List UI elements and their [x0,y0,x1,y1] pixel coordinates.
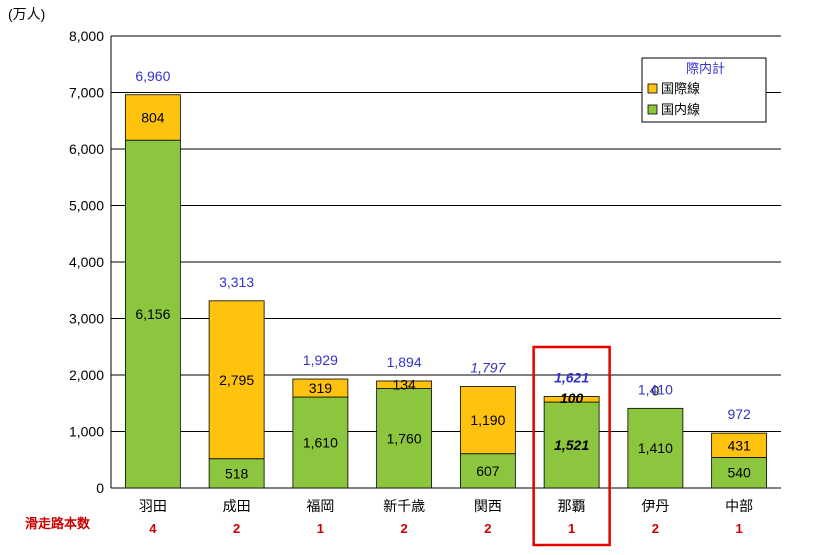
legend: 際内計 国際線 国内線 [641,57,767,123]
x-category-label: 新千歳 [383,498,425,514]
x-category-label: 関西 [474,498,502,514]
y-unit-label: (万人) [8,6,45,22]
y-tick-label: 1,000 [69,424,104,440]
legend-frame [641,57,767,123]
label-total-0: 6,960 [135,68,170,84]
x-axis-categories: 羽田 成田 福岡 新千歳 関西 那覇 伊丹 中部 [139,498,753,514]
y-tick-label: 7,000 [69,85,104,101]
label-domestic-6: 1,410 [638,440,673,456]
label-total-5: 1,621 [554,369,589,385]
label-international-6: 0 [651,382,659,398]
legend-label-international: 国際線 [661,81,700,96]
runway-count: 1 [317,521,324,536]
bar-international-1 [208,300,265,460]
x-category-label: 那覇 [558,498,586,514]
label-international-2: 319 [309,380,333,396]
bar-domestic-4 [459,453,516,489]
legend-title: 際内計 [686,61,725,76]
y-tick-label: 3,000 [69,311,104,327]
bar-domestic-3 [376,388,433,489]
x-category-label: 伊丹 [641,498,669,514]
label-domestic-1: 518 [225,465,249,481]
label-international-5: 100 [560,390,584,406]
bar-domestic-7 [711,457,768,489]
data-labels: 6,156 804 6,960 518 2,795 3,313 1,610 319 1,929 1… [135,68,751,482]
bar-domestic-1 [208,458,265,489]
label-total-7: 972 [727,406,751,422]
label-international-4: 1,190 [470,412,505,428]
y-tick-label: 8,000 [69,28,104,44]
legend-label-domestic: 国内線 [661,102,700,117]
label-total-2: 1,929 [303,352,338,368]
runway-count: 1 [568,521,575,536]
bars [124,94,768,489]
label-international-0: 804 [141,109,165,125]
bar-international-4 [459,386,516,455]
highlight-frame [532,345,611,547]
y-tick-label: 0 [96,480,104,496]
x-category-label: 中部 [725,498,753,514]
bar-international-2 [292,378,349,398]
runway-count: 2 [652,521,659,536]
bar-international-5 [543,396,600,403]
y-tick-label: 5,000 [69,198,104,214]
runway-count: 2 [401,521,408,536]
y-tick-label: 4,000 [69,254,104,270]
runway-counts: 滑走路本数 4 2 1 2 2 1 2 1 [25,516,743,536]
runway-count: 2 [233,521,240,536]
label-domestic-2: 1,610 [303,435,338,451]
y-tick-label: 2,000 [69,367,104,383]
label-domestic-5: 1,521 [554,437,589,453]
label-total-1: 3,313 [219,274,254,290]
bar-international-7 [711,432,768,458]
label-domestic-7: 540 [727,465,751,481]
runway-count: 1 [736,521,743,536]
label-total-3: 1,894 [387,354,422,370]
bar-international-3 [376,380,433,389]
bar-domestic-6 [627,407,684,489]
label-domestic-0: 6,156 [135,306,170,322]
bar-international-0 [124,94,181,141]
label-international-1: 2,795 [219,372,254,388]
legend-swatch-international [647,83,658,94]
label-domestic-4: 607 [476,463,500,479]
runway-label: 滑走路本数 [25,516,91,531]
y-tick-label: 6,000 [69,141,104,157]
runway-count: 2 [484,521,491,536]
bar-domestic-5 [543,401,600,489]
label-international-7: 431 [727,437,751,453]
x-category-label: 成田 [223,498,251,514]
bar-domestic-2 [292,396,349,489]
runway-count: 4 [149,521,157,536]
y-axis-ticks: 0 1,000 2,000 3,000 4,000 5,000 6,000 7,000 8,00… [69,28,104,496]
label-total-4: 1,797 [470,359,506,375]
label-domestic-3: 1,760 [387,430,422,446]
x-category-label: 福岡 [306,498,334,514]
label-total-6: 1,410 [638,381,673,397]
label-international-3: 134 [392,377,416,393]
legend-swatch-domestic [647,104,658,115]
highlight-box [532,345,611,547]
x-category-label: 羽田 [139,498,167,514]
